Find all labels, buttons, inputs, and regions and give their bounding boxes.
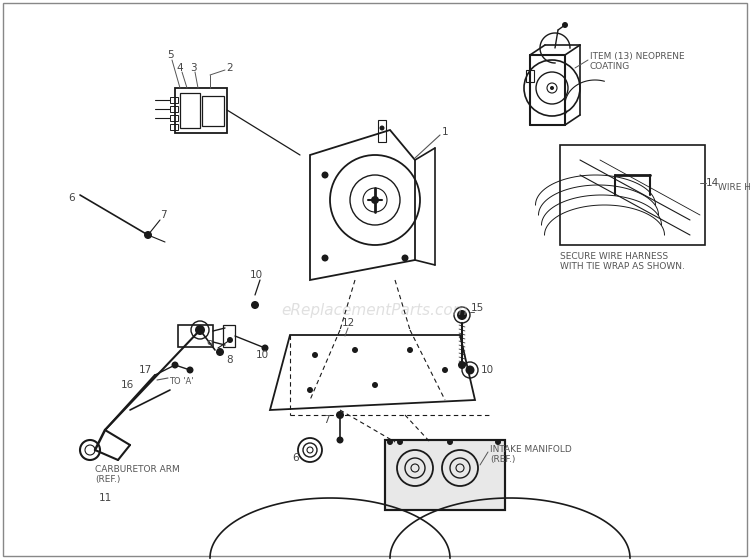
Bar [560, 145, 705, 245]
Circle shape [322, 172, 328, 178]
Text: 7: 7 [160, 210, 166, 220]
Circle shape [407, 347, 413, 353]
Bar [385, 440, 505, 510]
Bar [175, 88, 227, 133]
Circle shape [187, 367, 194, 373]
Text: INTAKE MANIFOLD
(REF.): INTAKE MANIFOLD (REF.) [490, 445, 572, 465]
Circle shape [251, 301, 259, 309]
Circle shape [336, 411, 344, 419]
Text: 10: 10 [250, 270, 262, 280]
Circle shape [372, 382, 378, 388]
Circle shape [307, 387, 313, 393]
Circle shape [387, 439, 393, 445]
Bar [170, 106, 178, 112]
Circle shape [401, 254, 409, 262]
Text: 2: 2 [226, 63, 233, 73]
Text: 6: 6 [69, 193, 75, 203]
Text: eReplacementParts.com: eReplacementParts.com [282, 302, 468, 318]
Circle shape [216, 348, 224, 356]
Bar [180, 93, 200, 128]
Circle shape [227, 337, 233, 343]
Circle shape [466, 366, 475, 375]
Circle shape [144, 231, 152, 239]
Bar [202, 96, 224, 126]
Circle shape [380, 126, 385, 130]
Bar [170, 97, 178, 103]
Text: 4: 4 [177, 63, 183, 73]
Text: 5: 5 [166, 50, 173, 60]
Circle shape [352, 347, 358, 353]
Text: WIRE HARNESS: WIRE HARNESS [718, 182, 750, 192]
Circle shape [562, 22, 568, 28]
Circle shape [397, 439, 403, 445]
Text: 10: 10 [481, 365, 494, 375]
Text: 9: 9 [207, 340, 213, 350]
Text: 1: 1 [442, 127, 448, 137]
Text: 11: 11 [98, 493, 112, 503]
Text: CARBURETOR ARM
(REF.): CARBURETOR ARM (REF.) [95, 465, 180, 485]
Circle shape [371, 196, 379, 204]
Circle shape [322, 254, 328, 262]
Text: SECURE WIRE HARNESS
WITH TIE WRAP AS SHOWN.: SECURE WIRE HARNESS WITH TIE WRAP AS SHO… [560, 252, 685, 272]
Bar [385, 440, 505, 510]
Circle shape [447, 439, 453, 445]
Text: 14: 14 [705, 178, 718, 188]
Text: TO 'A': TO 'A' [169, 377, 194, 386]
Text: 10: 10 [256, 350, 268, 360]
Text: 16: 16 [120, 380, 134, 390]
Circle shape [495, 439, 501, 445]
Bar [170, 115, 178, 121]
Text: ITEM (13) NEOPRENE
COATING: ITEM (13) NEOPRENE COATING [590, 52, 685, 72]
Circle shape [337, 437, 344, 443]
Bar [178, 325, 213, 347]
Circle shape [195, 325, 205, 335]
Bar [223, 325, 235, 347]
Text: 6: 6 [292, 453, 299, 463]
Text: 8: 8 [226, 355, 233, 365]
Circle shape [312, 352, 318, 358]
Text: 12: 12 [341, 318, 355, 328]
Text: 15: 15 [470, 303, 484, 313]
Circle shape [172, 362, 178, 368]
Text: 7: 7 [322, 415, 329, 425]
Bar [170, 124, 178, 130]
Bar [378, 120, 386, 142]
Circle shape [442, 367, 448, 373]
Circle shape [550, 86, 554, 90]
Text: 3: 3 [190, 63, 196, 73]
Circle shape [262, 344, 268, 352]
Text: 17: 17 [138, 365, 152, 375]
Bar [526, 70, 534, 82]
Circle shape [458, 361, 466, 369]
Circle shape [457, 310, 467, 320]
